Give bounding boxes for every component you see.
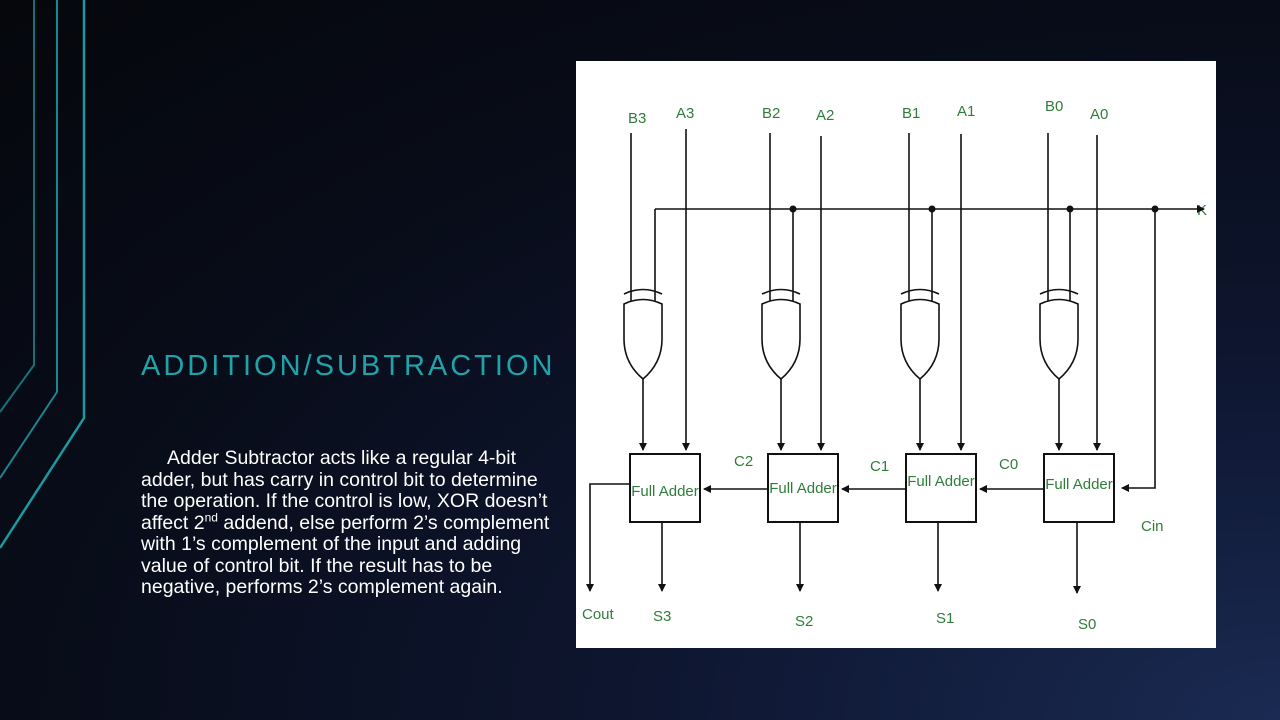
full-adder-3: Full Adder	[629, 453, 701, 523]
slide-title: ADDITION/SUBTRACTION	[141, 350, 556, 382]
full-adder-label: Full Adder	[907, 473, 975, 490]
cin-line	[1121, 209, 1156, 492]
full-adder-label: Full Adder	[769, 480, 837, 497]
input-label-b2: B2	[762, 105, 780, 122]
body-text-part1: Adder Subtractor acts like a regular 4-b…	[141, 447, 548, 534]
input-label-b1: B1	[902, 105, 920, 122]
xor-gate-2	[761, 288, 801, 381]
output-label-s1: S1	[936, 610, 954, 627]
input-label-a1: A1	[957, 103, 975, 120]
full-adder-1: Full Adder	[905, 453, 977, 523]
input-label-a2: A2	[816, 107, 834, 124]
full-adder-2: Full Adder	[767, 453, 839, 523]
body-text-part2: addend, else perform 2’s complement with…	[141, 511, 550, 598]
output-label-s2: S2	[795, 613, 813, 630]
control-label-k: K	[1197, 202, 1207, 219]
xor-gate-1	[900, 288, 940, 381]
cout-line	[586, 483, 630, 592]
carry-label-c2: C2	[734, 453, 753, 470]
adder-subtractor-diagram: B3 A3 B2 A2 B1 A1 B0 A0 K	[576, 61, 1216, 648]
output-label-s3: S3	[653, 608, 671, 625]
xor-gate-0	[1039, 288, 1079, 381]
carry-label-c1: C1	[870, 458, 889, 475]
cout-label: Cout	[582, 606, 615, 623]
slide-body-text: Adder Subtractor acts like a regular 4-b…	[141, 447, 553, 599]
full-adder-label: Full Adder	[631, 483, 699, 500]
carry-label-c0: C0	[999, 456, 1018, 473]
cin-label: Cin	[1141, 518, 1164, 535]
decorative-lines	[0, 0, 86, 549]
body-text-superscript: nd	[204, 510, 218, 524]
xor-gate-3	[623, 288, 663, 381]
input-label-a0: A0	[1090, 106, 1108, 123]
output-label-s0: S0	[1078, 616, 1096, 633]
input-label-a3: A3	[676, 105, 694, 122]
full-adder-0: Full Adder	[1043, 453, 1115, 523]
input-label-b0: B0	[1045, 98, 1063, 115]
input-label-b3: B3	[628, 110, 646, 127]
full-adder-label: Full Adder	[1045, 476, 1113, 493]
